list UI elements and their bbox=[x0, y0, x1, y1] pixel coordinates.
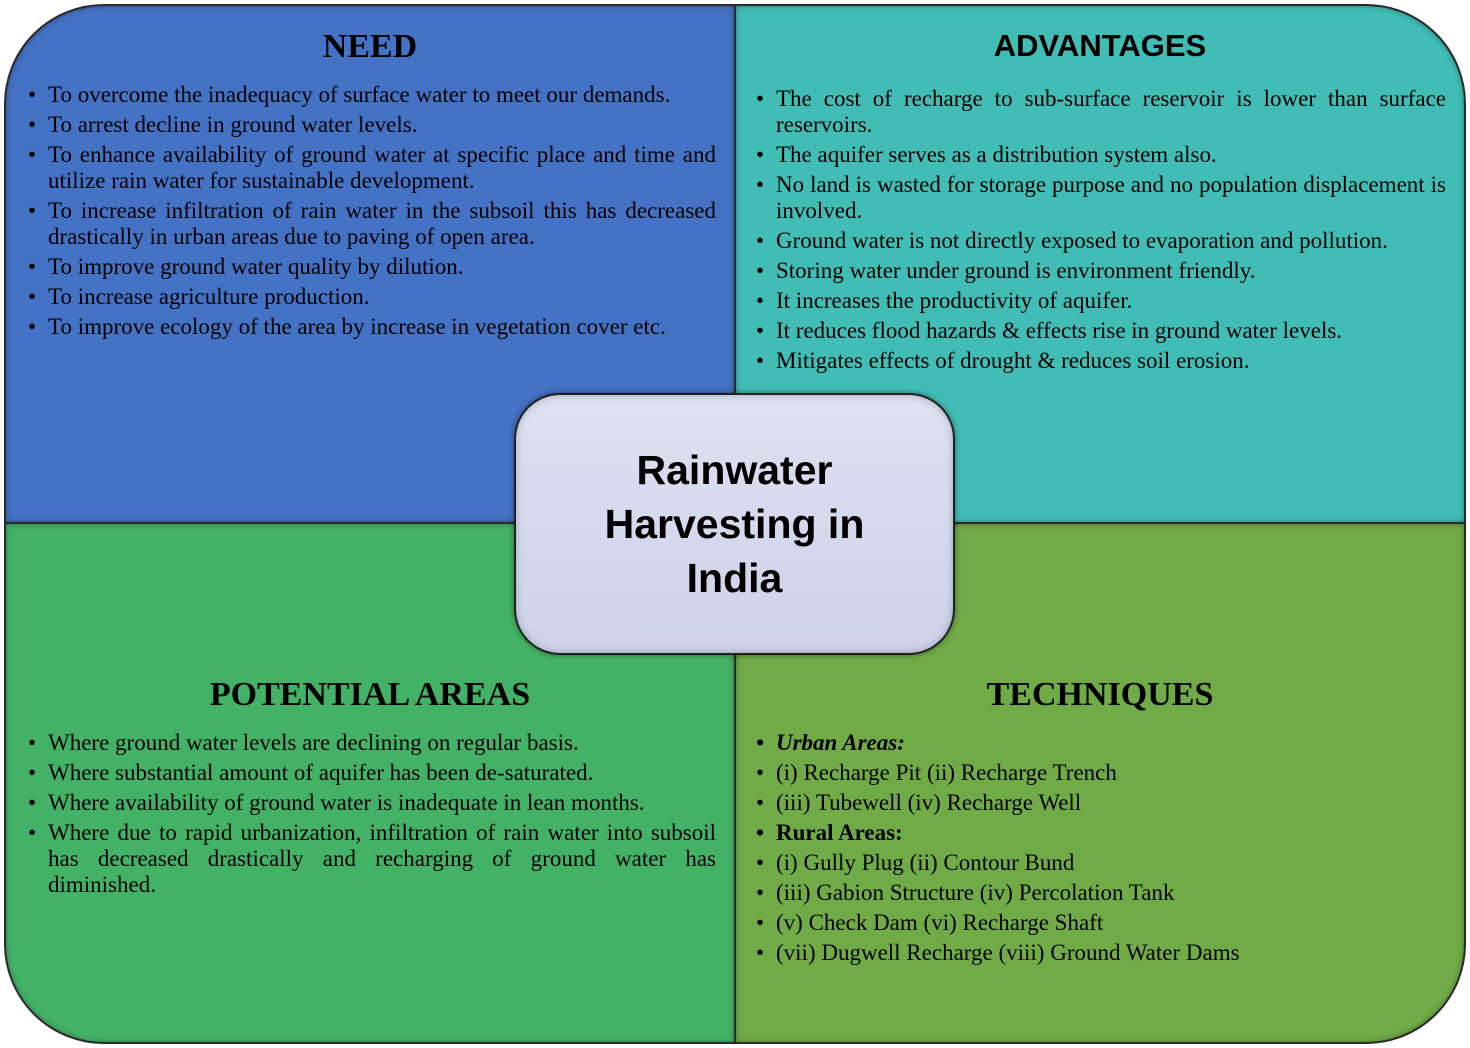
technique-item: (vii) Dugwell Recharge (viii) Ground Wat… bbox=[756, 940, 1446, 966]
potential-areas-list: Where ground water levels are declining … bbox=[28, 730, 716, 902]
technique-item: (v) Check Dam (vi) Recharge Shaft bbox=[756, 910, 1446, 936]
center-box: Rainwater Harvesting in India bbox=[514, 393, 955, 655]
advantages-item: It increases the productivity of aquifer… bbox=[756, 288, 1446, 314]
need-item: To increase agriculture production. bbox=[28, 284, 716, 310]
advantages-item: The cost of recharge to sub-surface rese… bbox=[756, 86, 1446, 138]
potential-areas-item: Where due to rapid urbanization, infiltr… bbox=[28, 820, 716, 898]
need-title: NEED bbox=[322, 28, 418, 65]
advantages-item: Mitigates effects of drought & reduces s… bbox=[756, 348, 1446, 374]
technique-item: (iii) Gabion Structure (iv) Percolation … bbox=[756, 880, 1446, 906]
need-item: To enhance availability of ground water … bbox=[28, 142, 716, 194]
potential-areas-item: Where substantial amount of aquifer has … bbox=[28, 760, 716, 786]
technique-item: (iii) Tubewell (iv) Recharge Well bbox=[756, 790, 1446, 816]
advantages-item: Ground water is not directly exposed to … bbox=[756, 228, 1446, 254]
need-item: To improve ground water quality by dilut… bbox=[28, 254, 716, 280]
techniques-list: Urban Areas: (i) Recharge Pit (ii) Recha… bbox=[756, 730, 1446, 970]
technique-item: (i) Recharge Pit (ii) Recharge Trench bbox=[756, 760, 1446, 786]
advantages-title: ADVANTAGES bbox=[993, 28, 1207, 63]
urban-areas-header: Urban Areas: bbox=[756, 730, 1446, 756]
need-item: To increase infiltration of rain water i… bbox=[28, 198, 716, 250]
need-item: To overcome the inadequacy of surface wa… bbox=[28, 82, 716, 108]
advantages-item: No land is wasted for storage purpose an… bbox=[756, 172, 1446, 224]
technique-item: (i) Gully Plug (ii) Contour Bund bbox=[756, 850, 1446, 876]
center-title: Rainwater Harvesting in India bbox=[604, 447, 865, 601]
potential-areas-panel: POTENTIAL AREAS Where ground water level… bbox=[4, 522, 736, 1044]
potential-areas-item: Where ground water levels are declining … bbox=[28, 730, 716, 756]
need-list: To overcome the inadequacy of surface wa… bbox=[28, 82, 716, 344]
need-panel: NEED To overcome the inadequacy of surfa… bbox=[4, 4, 736, 524]
rural-areas-header: Rural Areas: bbox=[756, 820, 1446, 846]
techniques-title: TECHNIQUES bbox=[986, 676, 1214, 713]
potential-areas-item: Where availability of ground water is in… bbox=[28, 790, 716, 816]
advantages-item: The aquifer serves as a distribution sys… bbox=[756, 142, 1446, 168]
advantages-item: Storing water under ground is environmen… bbox=[756, 258, 1446, 284]
need-item: To arrest decline in ground water levels… bbox=[28, 112, 716, 138]
need-item: To improve ecology of the area by increa… bbox=[28, 314, 716, 340]
advantages-list: The cost of recharge to sub-surface rese… bbox=[756, 86, 1446, 378]
potential-areas-title: POTENTIAL AREAS bbox=[209, 676, 531, 713]
advantages-item: It reduces flood hazards & effects rise … bbox=[756, 318, 1446, 344]
